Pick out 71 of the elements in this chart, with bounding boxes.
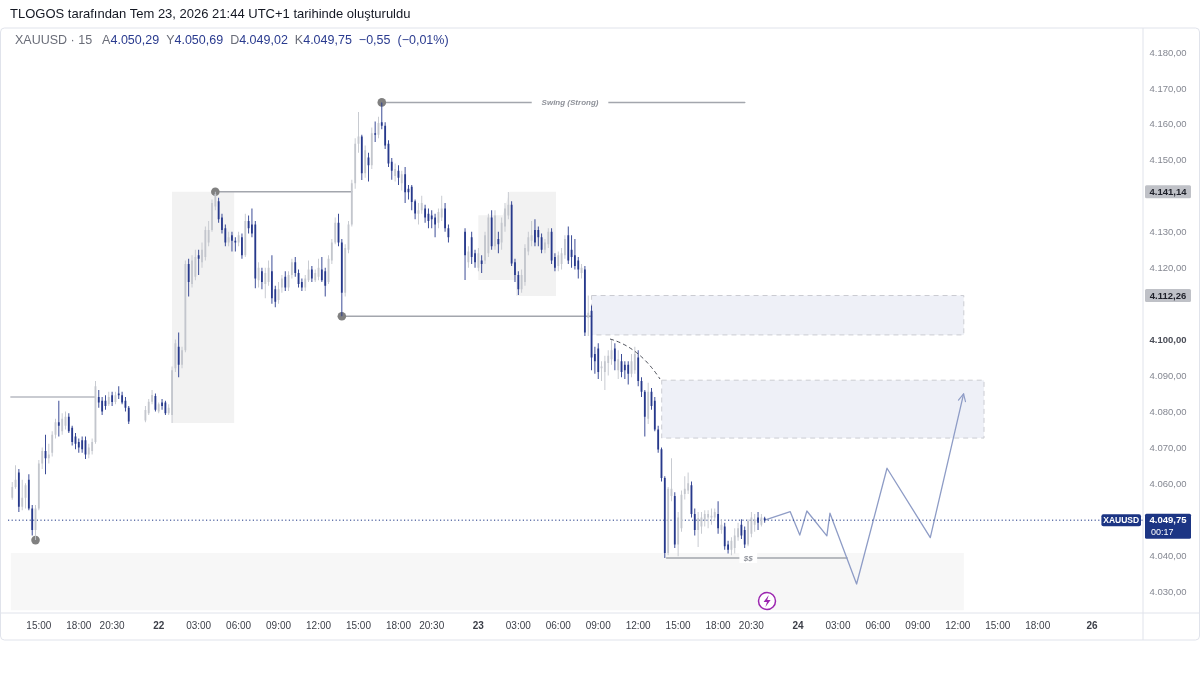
candlestick [434,213,437,238]
candlestick [570,235,573,268]
ref-line-label: XAUUSD [1103,515,1140,526]
y-tick-label: 4.040,00 [1149,549,1187,561]
x-tick-label: 18:00 [385,620,412,631]
x-tick-label: 12:00 [306,620,332,631]
x-tick-label: 12:00 [945,620,971,631]
x-tick-label: 15:00 [985,620,1011,631]
x-tick-label: 03:00 [505,620,532,631]
y-tick-label: 4.160,00 [1149,118,1187,130]
y-tick-label: 4.130,00 [1149,226,1187,238]
x-tick-label: 15:00 [26,620,52,631]
y-tick-label: 4.090,00 [1149,370,1187,382]
x-tick-label: 15:00 [665,620,692,631]
annotation: Swing (Strong) [541,98,599,108]
chart-title: XAUUSD · 15 [15,33,93,47]
point [377,98,387,107]
x-tick-label: 22 [153,620,165,631]
y-tick-label: 4.049,75 [1149,514,1188,526]
candlestick [47,443,50,464]
candlestick [530,220,533,247]
x-tick-label: 23 [472,620,485,631]
text: A4.050,29 Y4.050,69 D4.049,02 K4.049,75 −0,55 (−0,01%) [102,33,449,47]
y-tick-label: 4.120,00 [1149,262,1187,274]
candlestick [197,249,200,275]
x-tick-label: 09:00 [266,620,292,631]
x-tick-label: 06:00 [545,620,572,631]
x-tick-label: 15:00 [345,620,372,631]
x-tick-label: 20:30 [419,620,445,631]
candlestick [753,513,756,532]
x-tick-label: 06:00 [865,620,891,631]
candlestick [57,400,60,437]
x-tick-label: 09:00 [905,620,931,631]
candlestick [587,295,590,336]
candlestick [380,102,383,130]
annotation: $$ [742,554,754,564]
candlestick [234,237,237,252]
candlestick [117,386,120,399]
y-tick-label: 4.030,00 [1149,585,1187,597]
x-tick-label: 03:00 [186,620,212,631]
candlestick [497,231,500,254]
x-tick-label: 26 [1086,620,1098,631]
text: 00:17 [1151,526,1174,537]
x-tick-label: 20:30 [99,620,126,631]
point [31,535,40,545]
y-tick-label: 4.060,00 [1149,477,1187,489]
y-tick-label: 4.100,00 [1149,334,1187,346]
candlestick [707,510,710,529]
x-tick-label: 18:00 [66,620,92,631]
candlestick [600,361,603,381]
x-tick-label: 03:00 [825,620,851,631]
y-tick-label: 4.112,26 [1149,289,1187,301]
y-tick-label: 4.080,00 [1149,405,1187,417]
x-tick-label: 18:00 [1025,620,1051,631]
candlestick [710,508,713,525]
text: TLOGOS tarafından Tem 23, 2026 21:44 UTC+1 tarihinde oluşturuldu [10,6,411,21]
x-tick-label: 20:30 [738,620,765,631]
y-tick-label: 4.170,00 [1149,82,1187,94]
x-tick-label: 06:00 [226,620,252,631]
x-tick-label: 18:00 [705,620,732,631]
x-tick-label: 12:00 [625,620,652,631]
candlestick [417,203,420,225]
candlestick [683,476,686,500]
y-tick-label: 4.070,00 [1149,441,1187,453]
x-tick-label: 24 [792,620,804,631]
y-tick-label: 4.141,14 [1149,186,1188,198]
y-tick-label: 4.150,00 [1149,154,1187,166]
x-tick-label: 09:00 [585,620,612,631]
candlestick [480,255,483,274]
y-tick-label: 4.180,00 [1149,46,1187,58]
candlestick [374,121,377,142]
